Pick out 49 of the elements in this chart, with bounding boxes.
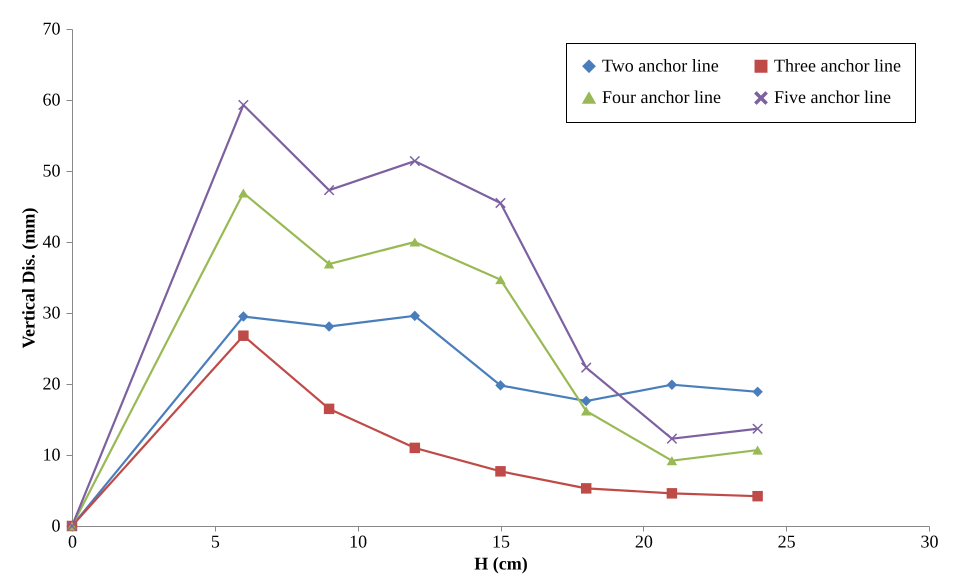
x-tick-label: 5 <box>210 532 220 552</box>
y-tick-label: 0 <box>52 516 60 536</box>
point <box>324 184 334 196</box>
point <box>580 406 592 416</box>
point <box>580 362 592 373</box>
x-tick-label: 20 <box>634 532 653 552</box>
x-tick-label: 25 <box>778 532 796 552</box>
legend-label: Two anchor line <box>602 55 719 76</box>
point <box>666 488 678 499</box>
point <box>752 386 763 398</box>
legend-label: Four anchor line <box>602 87 721 107</box>
x-tick-label: 15 <box>492 532 510 552</box>
x-tick-label: 0 <box>68 532 77 552</box>
y-axis-title: Vertical Dis. (mm) <box>18 208 38 348</box>
y-tick-label: 40 <box>42 232 60 252</box>
y-tick-label: 50 <box>42 160 60 180</box>
y-tick-label: 60 <box>42 90 60 110</box>
point <box>495 198 506 208</box>
x-axis-title: H (cm) <box>474 554 528 574</box>
point <box>410 442 420 454</box>
point <box>495 380 506 391</box>
point <box>410 156 420 166</box>
legend-label: Three anchor line <box>774 55 901 76</box>
point <box>752 490 763 502</box>
point <box>410 310 420 322</box>
point <box>238 188 249 198</box>
point <box>238 311 249 322</box>
point <box>752 445 763 455</box>
y-tick-label: 30 <box>42 302 60 322</box>
point <box>324 259 334 269</box>
point <box>410 237 420 247</box>
point <box>752 423 763 434</box>
point <box>495 466 506 477</box>
x-tick-label: 10 <box>349 532 368 552</box>
point <box>324 321 334 332</box>
y-tick-label: 70 <box>42 18 60 38</box>
point <box>666 379 678 390</box>
point <box>324 404 334 414</box>
point <box>580 483 592 494</box>
legend-label: Five anchor line <box>774 87 891 107</box>
x-tick-label: 30 <box>920 532 938 552</box>
point <box>238 330 249 341</box>
point <box>495 275 506 284</box>
point <box>580 396 592 406</box>
point <box>666 456 678 466</box>
y-tick-label: 20 <box>42 374 60 394</box>
point <box>238 100 249 110</box>
point <box>666 433 678 444</box>
y-tick-label: 10 <box>42 444 60 464</box>
